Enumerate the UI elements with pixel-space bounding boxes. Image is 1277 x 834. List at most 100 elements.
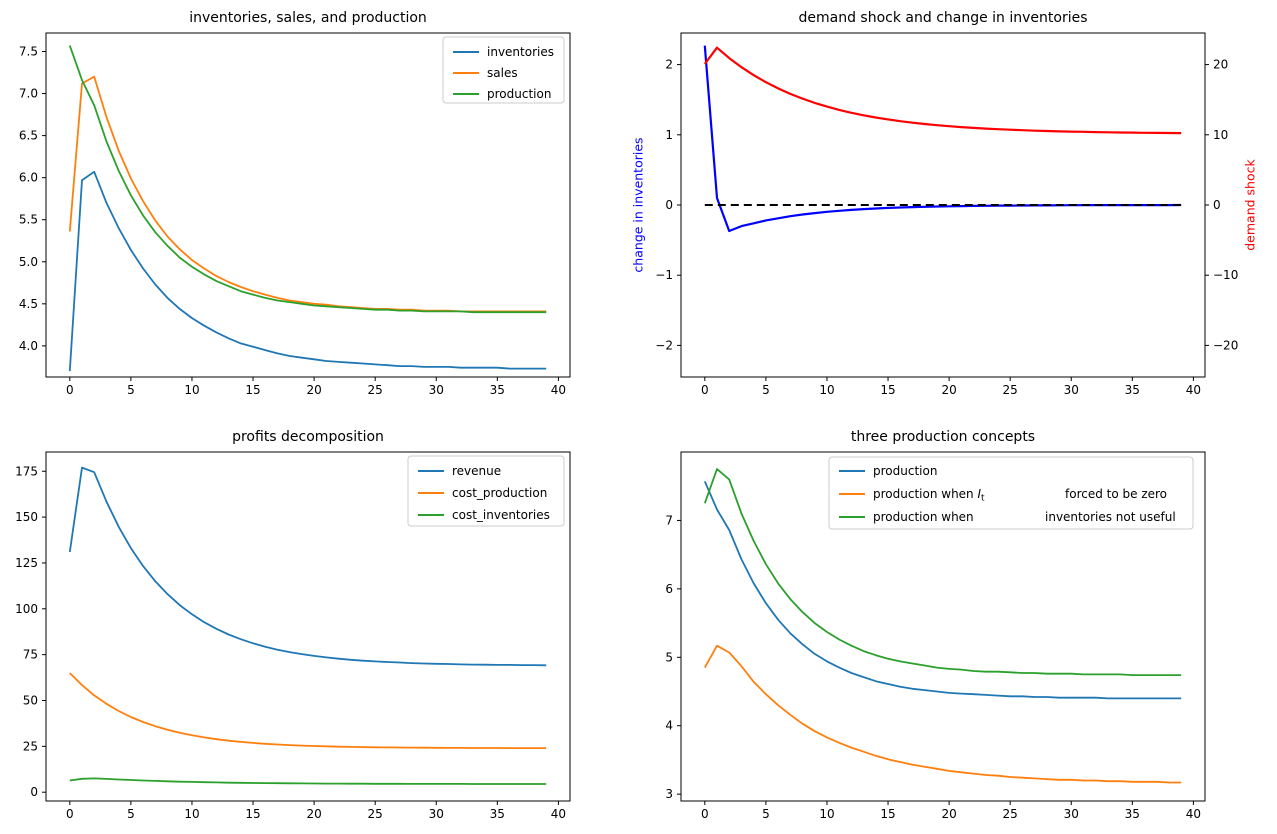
x-tick-label: 40: [551, 807, 566, 821]
legend-label: cost_production: [452, 486, 547, 500]
x-tick-label: 25: [1003, 807, 1018, 821]
chart-title-three-production-concepts: three production concepts: [850, 429, 1036, 445]
y-tick-label: 4: [665, 719, 673, 733]
y-tick-label: −2: [655, 338, 673, 352]
x-tick-label: 20: [306, 383, 321, 397]
x-tick-label: 40: [1186, 383, 1201, 397]
legend-label: production when: [873, 510, 974, 524]
y-tick-label: 6.5: [19, 129, 38, 143]
series-line-cost_production: [69, 672, 547, 749]
legend-box: [407, 455, 565, 527]
y-tick-label: 0: [665, 198, 673, 212]
y-tick-label: 2: [665, 58, 673, 72]
y-tick-label: 7: [665, 513, 673, 527]
legend-label-right: inventories not useful: [1045, 510, 1176, 524]
series-line-cost_inventories: [69, 777, 547, 785]
series-line-change-in-inventories: [703, 45, 1182, 233]
x-tick-label: 10: [819, 383, 834, 397]
x-tick-label: 25: [368, 383, 383, 397]
x-tick-label: 5: [127, 807, 135, 821]
y-tick-label: 75: [23, 648, 38, 662]
legend-label: sales: [487, 66, 518, 80]
right-y-tick-label: −10: [1213, 268, 1238, 282]
right-y-tick-label: −20: [1213, 338, 1238, 352]
right-y-tick-label: 10: [1213, 128, 1228, 142]
x-tick-label: 15: [880, 383, 895, 397]
legend-label: cost_inventories: [452, 508, 550, 522]
y-tick-label: 5.5: [19, 213, 38, 227]
series-line-production: [68, 45, 547, 314]
x-tick-label: 5: [127, 383, 135, 397]
y-tick-label: 125: [15, 556, 38, 570]
y-tick-label: 4.5: [19, 297, 38, 311]
x-tick-label: 20: [941, 807, 956, 821]
left-y-axis-label-change-in-inventories: change in inventories: [630, 137, 646, 273]
legend-label: production: [487, 87, 551, 101]
x-tick-label: 10: [819, 807, 834, 821]
x-tick-label: 35: [1125, 807, 1140, 821]
y-tick-label: 25: [23, 739, 38, 753]
x-tick-label: 30: [1064, 383, 1079, 397]
right-y-axis-label-demand-shock: demand shock: [1242, 159, 1258, 251]
x-tick-label: 10: [184, 807, 199, 821]
x-tick-label: 0: [701, 807, 709, 821]
y-tick-label: 6.0: [19, 171, 38, 185]
x-tick-label: 35: [1125, 383, 1140, 397]
series-line-sales: [68, 75, 547, 313]
x-tick-label: 15: [245, 383, 260, 397]
x-tick-label: 10: [184, 383, 199, 397]
x-tick-label: 20: [941, 383, 956, 397]
y-tick-label: 7.5: [19, 45, 38, 59]
x-tick-label: 15: [880, 807, 895, 821]
x-tick-label: 25: [368, 807, 383, 821]
chart-title-profits-decomposition: profits decomposition: [232, 429, 384, 445]
x-tick-label: 0: [66, 383, 74, 397]
chart-title-inventories-sales-production: inventories, sales, and production: [189, 10, 427, 26]
legend-box: [442, 36, 565, 104]
y-tick-label: 175: [15, 464, 38, 478]
x-tick-label: 30: [429, 807, 444, 821]
x-tick-label: 20: [306, 807, 321, 821]
series-line-production-when-It-forced-to-be-zero: [704, 644, 1182, 784]
x-tick-label: 40: [551, 383, 566, 397]
axes-spines-2: [45, 451, 571, 802]
legend-label: production when It: [873, 487, 985, 504]
legend-box: [828, 456, 1194, 530]
x-tick-label: 0: [66, 807, 74, 821]
y-tick-label: 1: [665, 128, 673, 142]
x-tick-label: 35: [490, 807, 505, 821]
x-tick-label: 0: [701, 383, 709, 397]
legend-label: inventories: [487, 45, 554, 59]
right-y-tick-label: 20: [1213, 58, 1228, 72]
x-tick-label: 30: [429, 383, 444, 397]
x-tick-label: 5: [762, 383, 770, 397]
y-tick-label: 150: [15, 510, 38, 524]
series-line-revenue: [68, 466, 547, 667]
y-tick-label: 7.0: [19, 87, 38, 101]
x-tick-label: 25: [1003, 383, 1018, 397]
y-tick-label: 5: [665, 650, 673, 664]
x-tick-label: 5: [762, 807, 770, 821]
x-tick-label: 30: [1064, 807, 1079, 821]
series-line-inventories: [68, 170, 547, 372]
series-line-production: [703, 481, 1182, 700]
series-line-production-when-inventories-not-useful: [703, 468, 1182, 676]
y-tick-label: 50: [23, 693, 38, 707]
chart-title-demand-shock-change-in-inventories: demand shock and change in inventories: [798, 10, 1088, 26]
y-tick-label: 100: [15, 602, 38, 616]
legend-label: production: [873, 464, 937, 478]
axes-spines-0: [45, 32, 571, 378]
y-tick-label: 6: [665, 582, 673, 596]
series-line-demand-shock: [703, 46, 1182, 135]
y-tick-label: 5.0: [19, 255, 38, 269]
x-tick-label: 15: [245, 807, 260, 821]
y-tick-label: 4.0: [19, 339, 38, 353]
y-tick-label: 0: [30, 785, 38, 799]
y-tick-label: −1: [655, 268, 673, 282]
legend-label-right: forced to be zero: [1065, 487, 1167, 501]
right-y-tick-label: 0: [1213, 198, 1221, 212]
axes-spines-3: [680, 451, 1206, 802]
x-tick-label: 40: [1186, 807, 1201, 821]
